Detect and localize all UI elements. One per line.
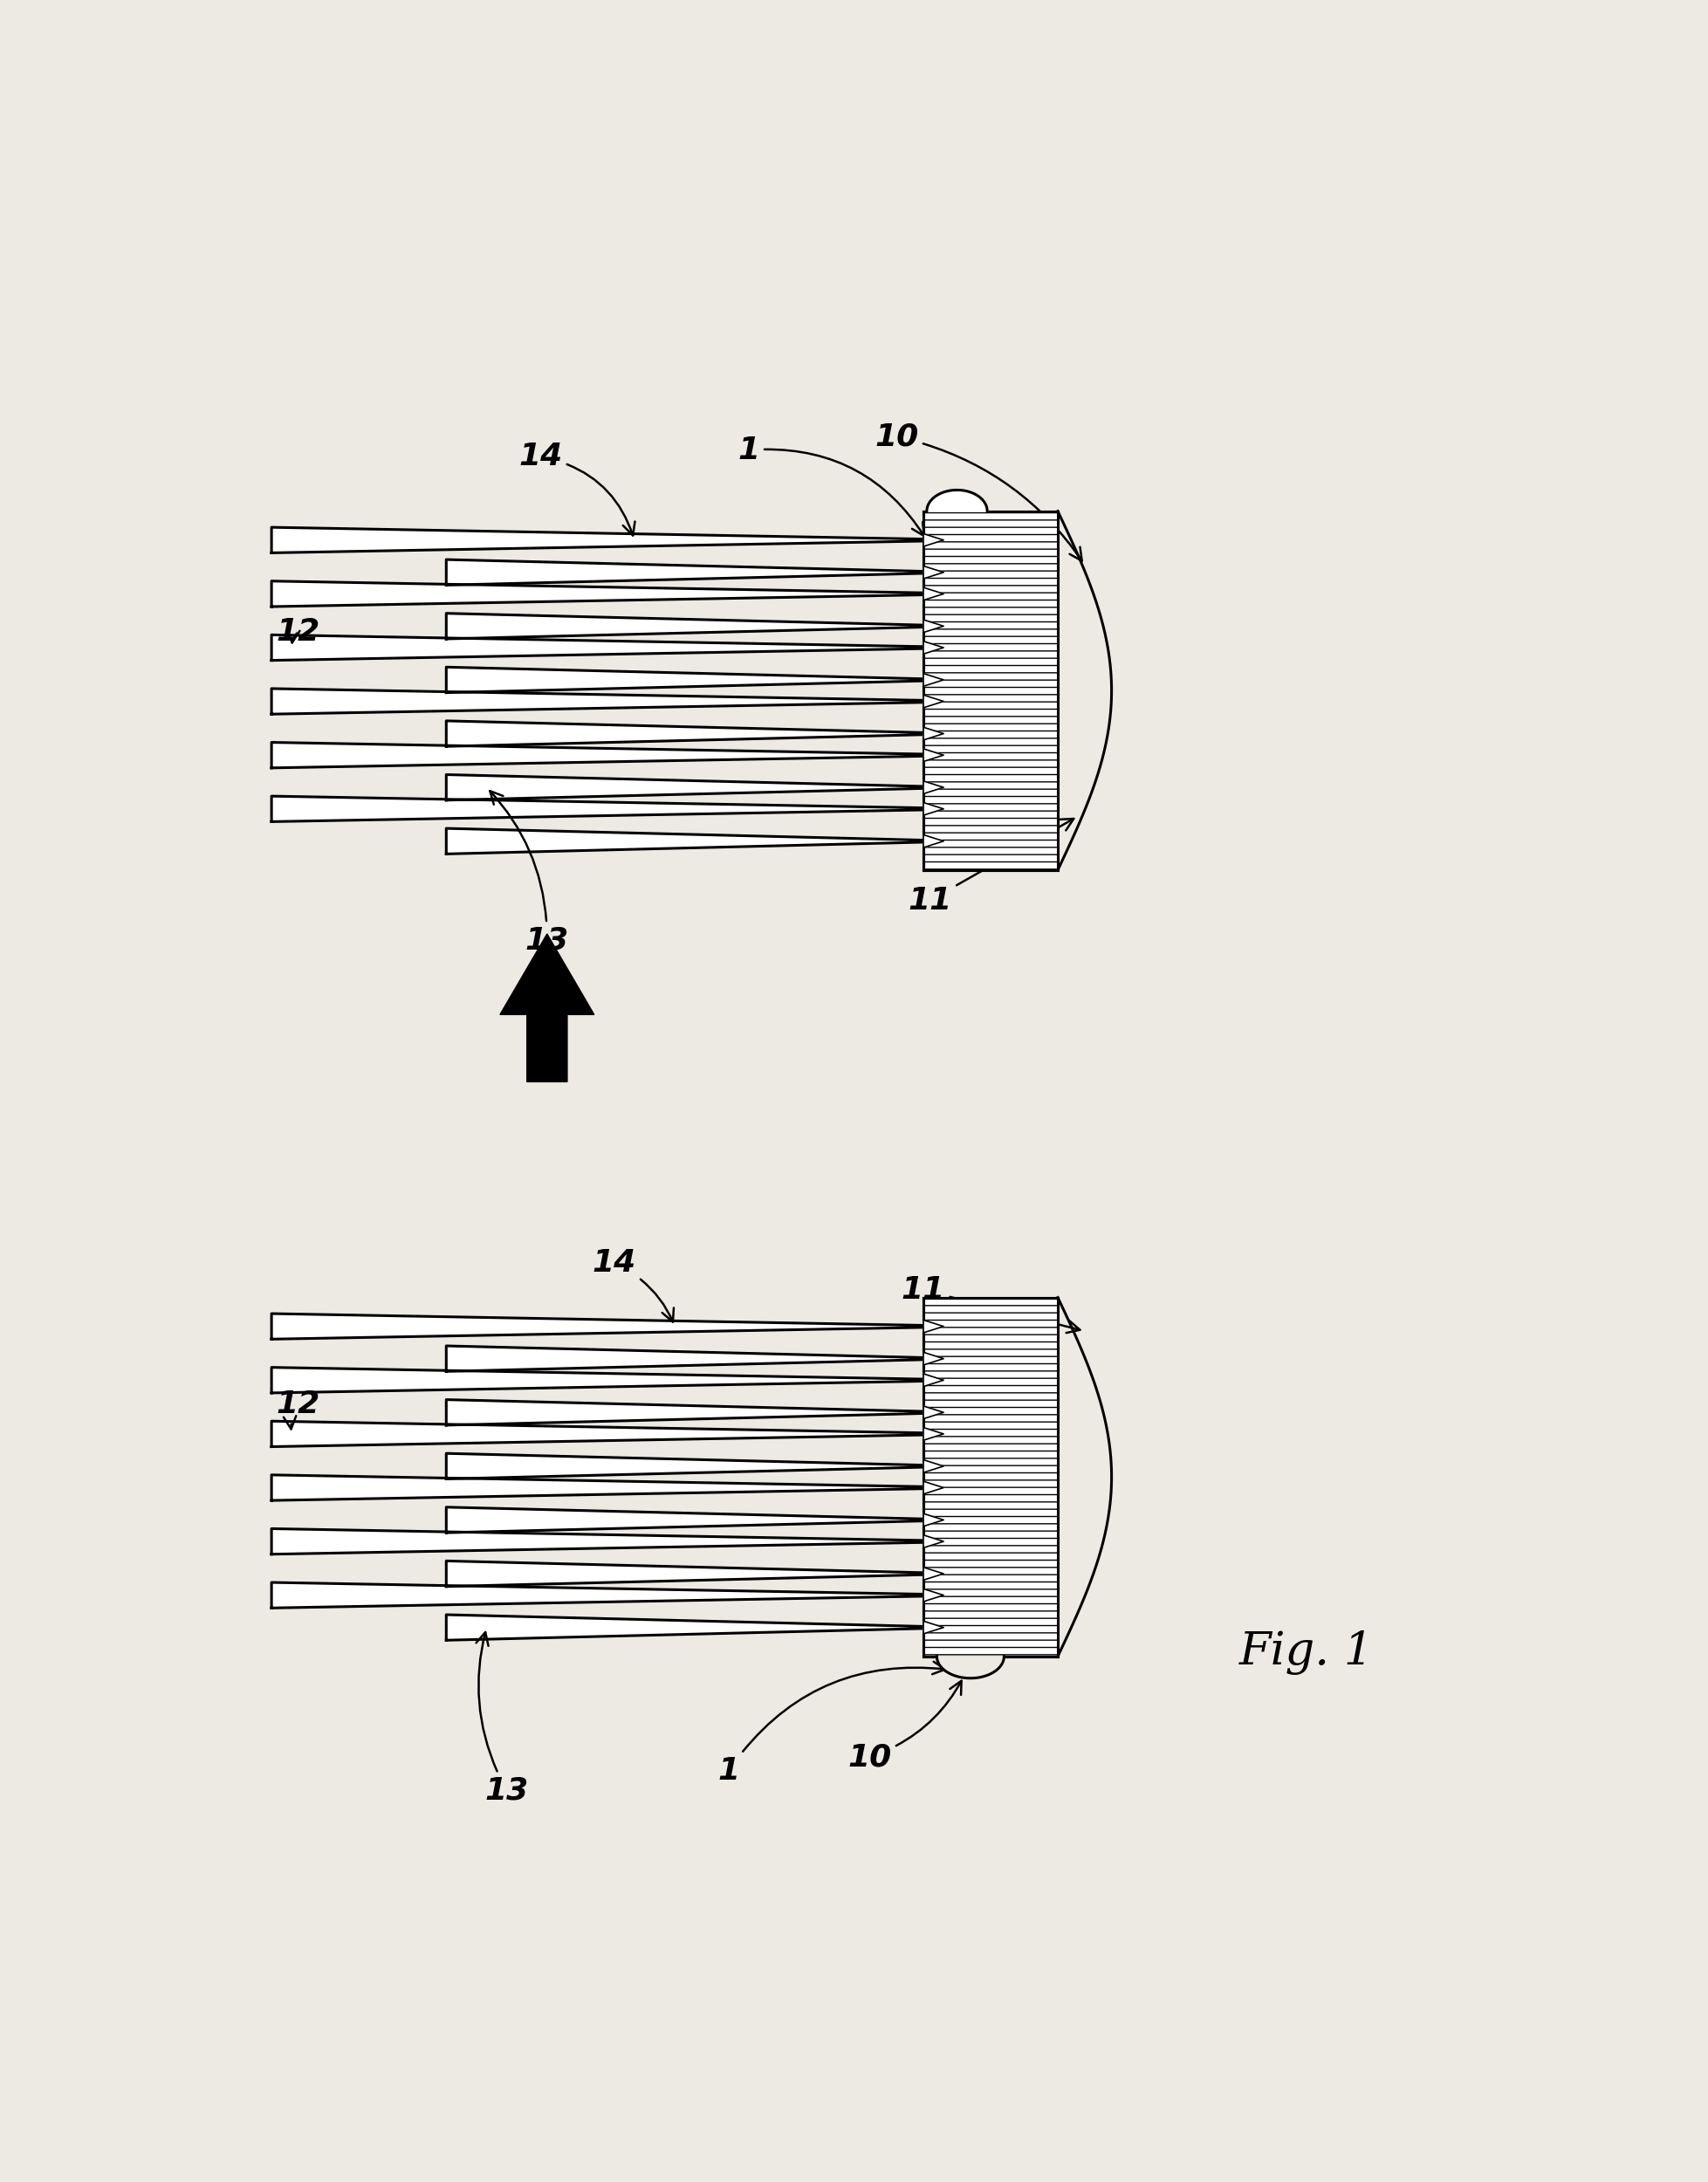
Polygon shape — [446, 559, 924, 585]
Polygon shape — [924, 1567, 943, 1580]
Polygon shape — [924, 535, 943, 546]
Polygon shape — [924, 1514, 943, 1527]
Polygon shape — [446, 668, 924, 692]
Text: 12: 12 — [277, 1390, 321, 1429]
Polygon shape — [446, 1399, 924, 1425]
Polygon shape — [924, 1482, 943, 1495]
Polygon shape — [446, 829, 924, 853]
Text: 10: 10 — [874, 421, 1081, 561]
Text: Fig. 1: Fig. 1 — [1238, 1630, 1373, 1676]
Text: 11: 11 — [902, 1274, 1079, 1333]
Polygon shape — [924, 587, 943, 600]
Text: 13: 13 — [477, 1632, 529, 1807]
Polygon shape — [272, 580, 924, 607]
Polygon shape — [924, 1588, 943, 1602]
Polygon shape — [927, 491, 987, 511]
Bar — [924, 511, 1057, 871]
Polygon shape — [924, 1536, 943, 1547]
Text: 12: 12 — [277, 618, 321, 646]
Text: 1: 1 — [717, 1663, 946, 1785]
Polygon shape — [446, 1346, 924, 1372]
Polygon shape — [924, 1621, 943, 1634]
Polygon shape — [500, 934, 594, 1082]
Polygon shape — [446, 775, 924, 801]
Polygon shape — [924, 642, 943, 655]
Polygon shape — [446, 1508, 924, 1532]
Polygon shape — [446, 1615, 924, 1641]
Polygon shape — [924, 696, 943, 707]
Text: 14: 14 — [593, 1248, 673, 1322]
Polygon shape — [446, 613, 924, 639]
Text: 1: 1 — [738, 434, 924, 537]
Polygon shape — [272, 796, 924, 823]
Polygon shape — [272, 1368, 924, 1392]
Polygon shape — [924, 674, 943, 687]
Polygon shape — [924, 1375, 943, 1386]
Polygon shape — [924, 620, 943, 633]
Polygon shape — [272, 690, 924, 714]
Polygon shape — [924, 565, 943, 578]
Polygon shape — [272, 1475, 924, 1501]
Polygon shape — [272, 742, 924, 768]
Polygon shape — [924, 781, 943, 794]
Polygon shape — [272, 1530, 924, 1554]
Polygon shape — [924, 727, 943, 740]
Polygon shape — [272, 1420, 924, 1447]
Polygon shape — [446, 1453, 924, 1479]
Polygon shape — [924, 748, 943, 762]
Polygon shape — [272, 1314, 924, 1340]
Text: 10: 10 — [847, 1680, 962, 1772]
Polygon shape — [272, 1582, 924, 1608]
Polygon shape — [938, 1656, 1004, 1678]
Polygon shape — [924, 1460, 943, 1473]
Polygon shape — [924, 1427, 943, 1440]
Polygon shape — [924, 803, 943, 816]
Polygon shape — [272, 635, 924, 661]
Polygon shape — [924, 1353, 943, 1366]
Polygon shape — [446, 1560, 924, 1586]
Bar — [924, 1298, 1057, 1656]
Polygon shape — [272, 528, 924, 552]
Text: 11: 11 — [909, 818, 1074, 914]
Polygon shape — [924, 1320, 943, 1333]
Polygon shape — [924, 836, 943, 847]
Text: 14: 14 — [519, 443, 635, 535]
Polygon shape — [446, 720, 924, 746]
Text: 13: 13 — [490, 790, 569, 956]
Polygon shape — [924, 1405, 943, 1418]
